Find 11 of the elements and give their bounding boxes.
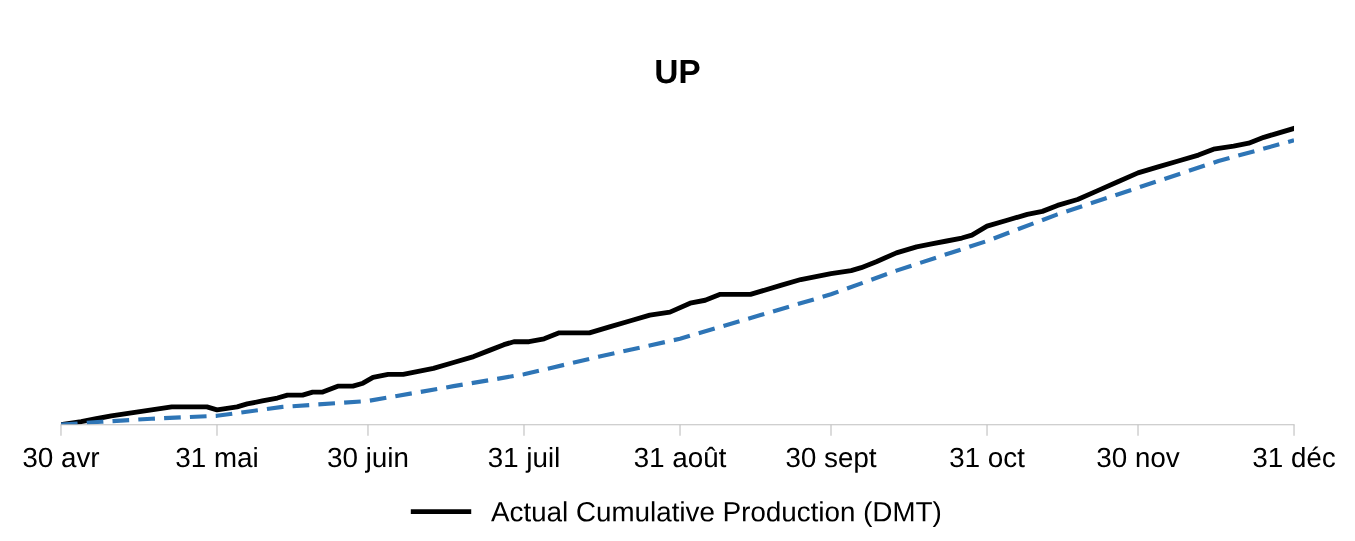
x-tick-label: 30 avr <box>23 447 100 468</box>
x-tick-label: 31 août <box>634 446 727 468</box>
x-tick-label: 31 déc <box>1253 446 1335 468</box>
x-tick-label: 31 mai <box>176 446 257 468</box>
x-tick-label: 31 oct <box>950 447 1025 468</box>
legend-label: Actual Cumulative Production (DMT) <box>491 501 941 528</box>
x-tick-label: 30 sept <box>786 447 877 473</box>
chart-title: UP <box>656 60 700 84</box>
x-tick-label: 30 nov <box>1097 447 1180 468</box>
x-tick-label: 31 juil <box>488 446 559 473</box>
x-tick-label: 30 juin <box>328 446 408 473</box>
